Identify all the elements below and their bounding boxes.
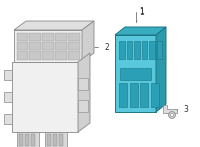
Polygon shape bbox=[59, 134, 63, 146]
Polygon shape bbox=[53, 134, 57, 146]
Polygon shape bbox=[134, 41, 140, 59]
Polygon shape bbox=[140, 83, 148, 107]
Polygon shape bbox=[55, 32, 67, 41]
Polygon shape bbox=[29, 32, 41, 41]
Polygon shape bbox=[17, 132, 39, 147]
Polygon shape bbox=[42, 42, 54, 50]
Polygon shape bbox=[19, 134, 23, 146]
Circle shape bbox=[170, 113, 174, 117]
Polygon shape bbox=[42, 32, 54, 41]
Text: 1: 1 bbox=[139, 7, 144, 16]
Circle shape bbox=[168, 112, 176, 118]
Polygon shape bbox=[78, 100, 88, 112]
Polygon shape bbox=[29, 51, 41, 60]
Text: 2: 2 bbox=[95, 43, 109, 52]
Text: 1: 1 bbox=[137, 6, 144, 21]
Polygon shape bbox=[25, 134, 29, 146]
Polygon shape bbox=[163, 105, 177, 113]
Polygon shape bbox=[45, 132, 67, 147]
Polygon shape bbox=[115, 35, 156, 112]
Text: 3: 3 bbox=[177, 106, 188, 115]
Polygon shape bbox=[156, 27, 166, 112]
Polygon shape bbox=[149, 41, 154, 59]
Polygon shape bbox=[17, 51, 28, 60]
Polygon shape bbox=[17, 32, 28, 41]
Polygon shape bbox=[120, 68, 151, 80]
Polygon shape bbox=[68, 42, 80, 50]
Polygon shape bbox=[4, 114, 12, 124]
Polygon shape bbox=[127, 41, 132, 59]
Polygon shape bbox=[12, 62, 78, 132]
Polygon shape bbox=[68, 32, 80, 41]
Polygon shape bbox=[31, 134, 35, 146]
Polygon shape bbox=[47, 134, 51, 146]
Polygon shape bbox=[119, 41, 124, 59]
Polygon shape bbox=[151, 83, 158, 107]
Polygon shape bbox=[78, 78, 88, 90]
Polygon shape bbox=[29, 42, 41, 50]
Polygon shape bbox=[17, 42, 28, 50]
Polygon shape bbox=[130, 83, 138, 107]
Polygon shape bbox=[55, 42, 67, 50]
Polygon shape bbox=[4, 92, 12, 102]
Polygon shape bbox=[68, 51, 80, 60]
Polygon shape bbox=[156, 41, 162, 59]
Polygon shape bbox=[42, 51, 54, 60]
Polygon shape bbox=[55, 51, 67, 60]
Polygon shape bbox=[115, 27, 166, 35]
Polygon shape bbox=[14, 21, 94, 30]
Polygon shape bbox=[142, 41, 147, 59]
Polygon shape bbox=[78, 53, 90, 132]
Polygon shape bbox=[4, 70, 12, 80]
Polygon shape bbox=[14, 30, 82, 62]
Polygon shape bbox=[82, 21, 94, 62]
Polygon shape bbox=[119, 83, 127, 107]
